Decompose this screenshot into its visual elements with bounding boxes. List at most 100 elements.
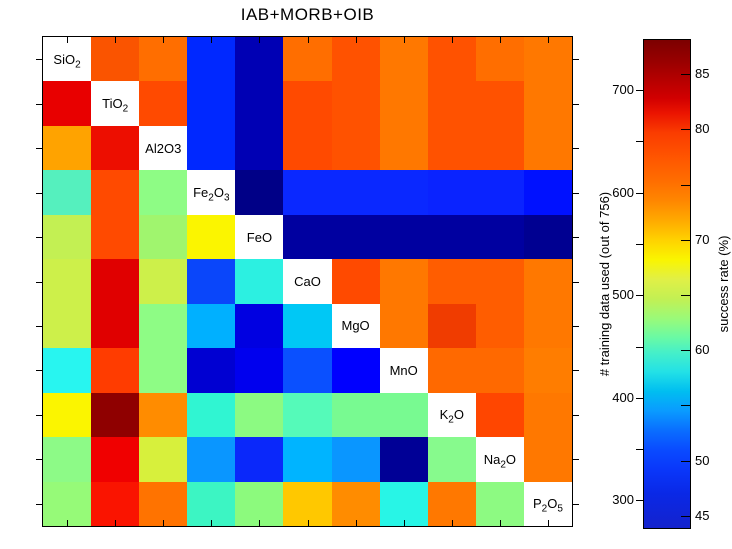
colorbar-right-tick-label: 45 — [695, 508, 710, 523]
heatmap-cell — [475, 303, 524, 349]
heatmap-cell — [379, 125, 428, 171]
axis-tick — [36, 59, 42, 61]
heatmap-cell — [187, 348, 236, 393]
diagonal-label-cell: MnO — [379, 348, 428, 393]
heatmap-cell — [139, 214, 188, 260]
heatmap-cell — [283, 392, 332, 438]
heatmap-cell — [91, 259, 140, 304]
heatmap-cell — [523, 348, 572, 393]
heatmap-cell — [331, 437, 380, 482]
axis-tick — [573, 192, 579, 194]
diagonal-label-cell: CaO — [283, 259, 332, 304]
heatmap-cell — [379, 81, 428, 126]
chart-title: IAB+MORB+OIB — [240, 5, 375, 24]
axis-tick — [573, 237, 579, 239]
heatmap-cell — [379, 37, 428, 82]
oxide-label: CaO — [294, 273, 321, 289]
heatmap-cell — [379, 214, 428, 260]
oxide-label: TiO2 — [102, 96, 129, 115]
heatmap-cell — [139, 348, 188, 393]
axis-tick — [36, 503, 42, 505]
heatmap-cell — [91, 348, 140, 393]
heatmap-cell — [427, 81, 476, 126]
heatmap-cell — [43, 437, 92, 482]
heatmap-cell — [43, 259, 92, 304]
heatmap-cell — [523, 214, 572, 260]
heatmap-cell — [91, 125, 140, 171]
heatmap-cell — [91, 214, 140, 260]
heatmap-cell — [331, 259, 380, 304]
heatmap-cell — [427, 348, 476, 393]
heatmap-cell — [427, 37, 476, 82]
axis-tick — [573, 459, 579, 461]
axis-tick — [573, 370, 579, 372]
heatmap-cell — [379, 303, 428, 349]
colorbar-right-axis-label: success rate (%) — [716, 235, 731, 333]
heatmap-cell — [187, 437, 236, 482]
diagonal-label-cell: Fe2O3 — [187, 170, 236, 215]
colorbar-tick — [681, 240, 690, 241]
heatmap-cell — [139, 259, 188, 304]
colorbar-tick — [681, 185, 690, 186]
heatmap-cell — [379, 170, 428, 215]
heatmap-cell — [139, 481, 188, 526]
colorbar-right-tick-label: 50 — [695, 453, 710, 468]
colorbar-tick — [636, 244, 644, 245]
oxide-label: K2O — [439, 407, 464, 426]
axis-tick — [36, 237, 42, 239]
heatmap-cell — [43, 170, 92, 215]
diagonal-label-cell: K2O — [427, 392, 476, 438]
heatmap-cell — [91, 392, 140, 438]
heatmap-cell — [235, 259, 284, 304]
heatmap-cell — [427, 214, 476, 260]
heatmap-cell — [427, 437, 476, 482]
colorbar-tick — [636, 398, 644, 399]
colorbar-tick — [681, 461, 690, 462]
axis-tick — [573, 148, 579, 150]
heatmap-cell — [331, 81, 380, 126]
heatmap-cell — [187, 81, 236, 126]
heatmap-cell — [523, 170, 572, 215]
heatmap-cell — [91, 437, 140, 482]
colorbar-right-tick-label: 70 — [695, 232, 710, 247]
heatmap-cell — [331, 125, 380, 171]
heatmap-cell — [475, 214, 524, 260]
heatmap-cell — [331, 170, 380, 215]
heatmap-cell — [427, 259, 476, 304]
oxide-label: SiO2 — [53, 51, 81, 71]
colorbar-right-tick-label: 80 — [695, 121, 710, 136]
heatmap-cell — [379, 437, 428, 482]
colorbar-tick — [636, 500, 644, 501]
axis-tick — [573, 59, 579, 61]
diagonal-label-cell: SiO2 — [43, 37, 92, 82]
heatmap-cell — [139, 392, 188, 438]
colorbar-tick — [636, 141, 644, 142]
heatmap-cell — [475, 37, 524, 82]
heatmap-cell — [43, 81, 92, 126]
diagonal-label-cell: FeO — [235, 214, 284, 260]
heatmap-cell — [331, 481, 380, 526]
heatmap-cell — [523, 303, 572, 349]
heatmap-cell — [235, 392, 284, 438]
heatmap-cell — [187, 214, 236, 260]
heatmap-cell — [139, 81, 188, 126]
heatmap-cell — [235, 81, 284, 126]
heatmap-cell — [43, 481, 92, 526]
heatmap-cell — [379, 481, 428, 526]
heatmap-cell — [91, 303, 140, 349]
heatmap-cell — [187, 303, 236, 349]
colorbar-tick — [681, 516, 690, 517]
colorbar-tick — [636, 295, 644, 296]
oxide-label: MgO — [341, 318, 370, 334]
heatmap-cell — [331, 392, 380, 438]
heatmap-cell — [235, 481, 284, 526]
colorbar-tick — [636, 193, 644, 194]
oxide-label: MnO — [389, 362, 418, 378]
heatmap-cell — [475, 259, 524, 304]
axis-tick — [573, 325, 579, 327]
diagonal-label-cell: MgO — [331, 303, 380, 349]
heatmap-cell — [475, 125, 524, 171]
axis-tick — [573, 503, 579, 505]
oxide-label: Al2O3 — [145, 140, 182, 156]
axis-tick — [36, 325, 42, 327]
